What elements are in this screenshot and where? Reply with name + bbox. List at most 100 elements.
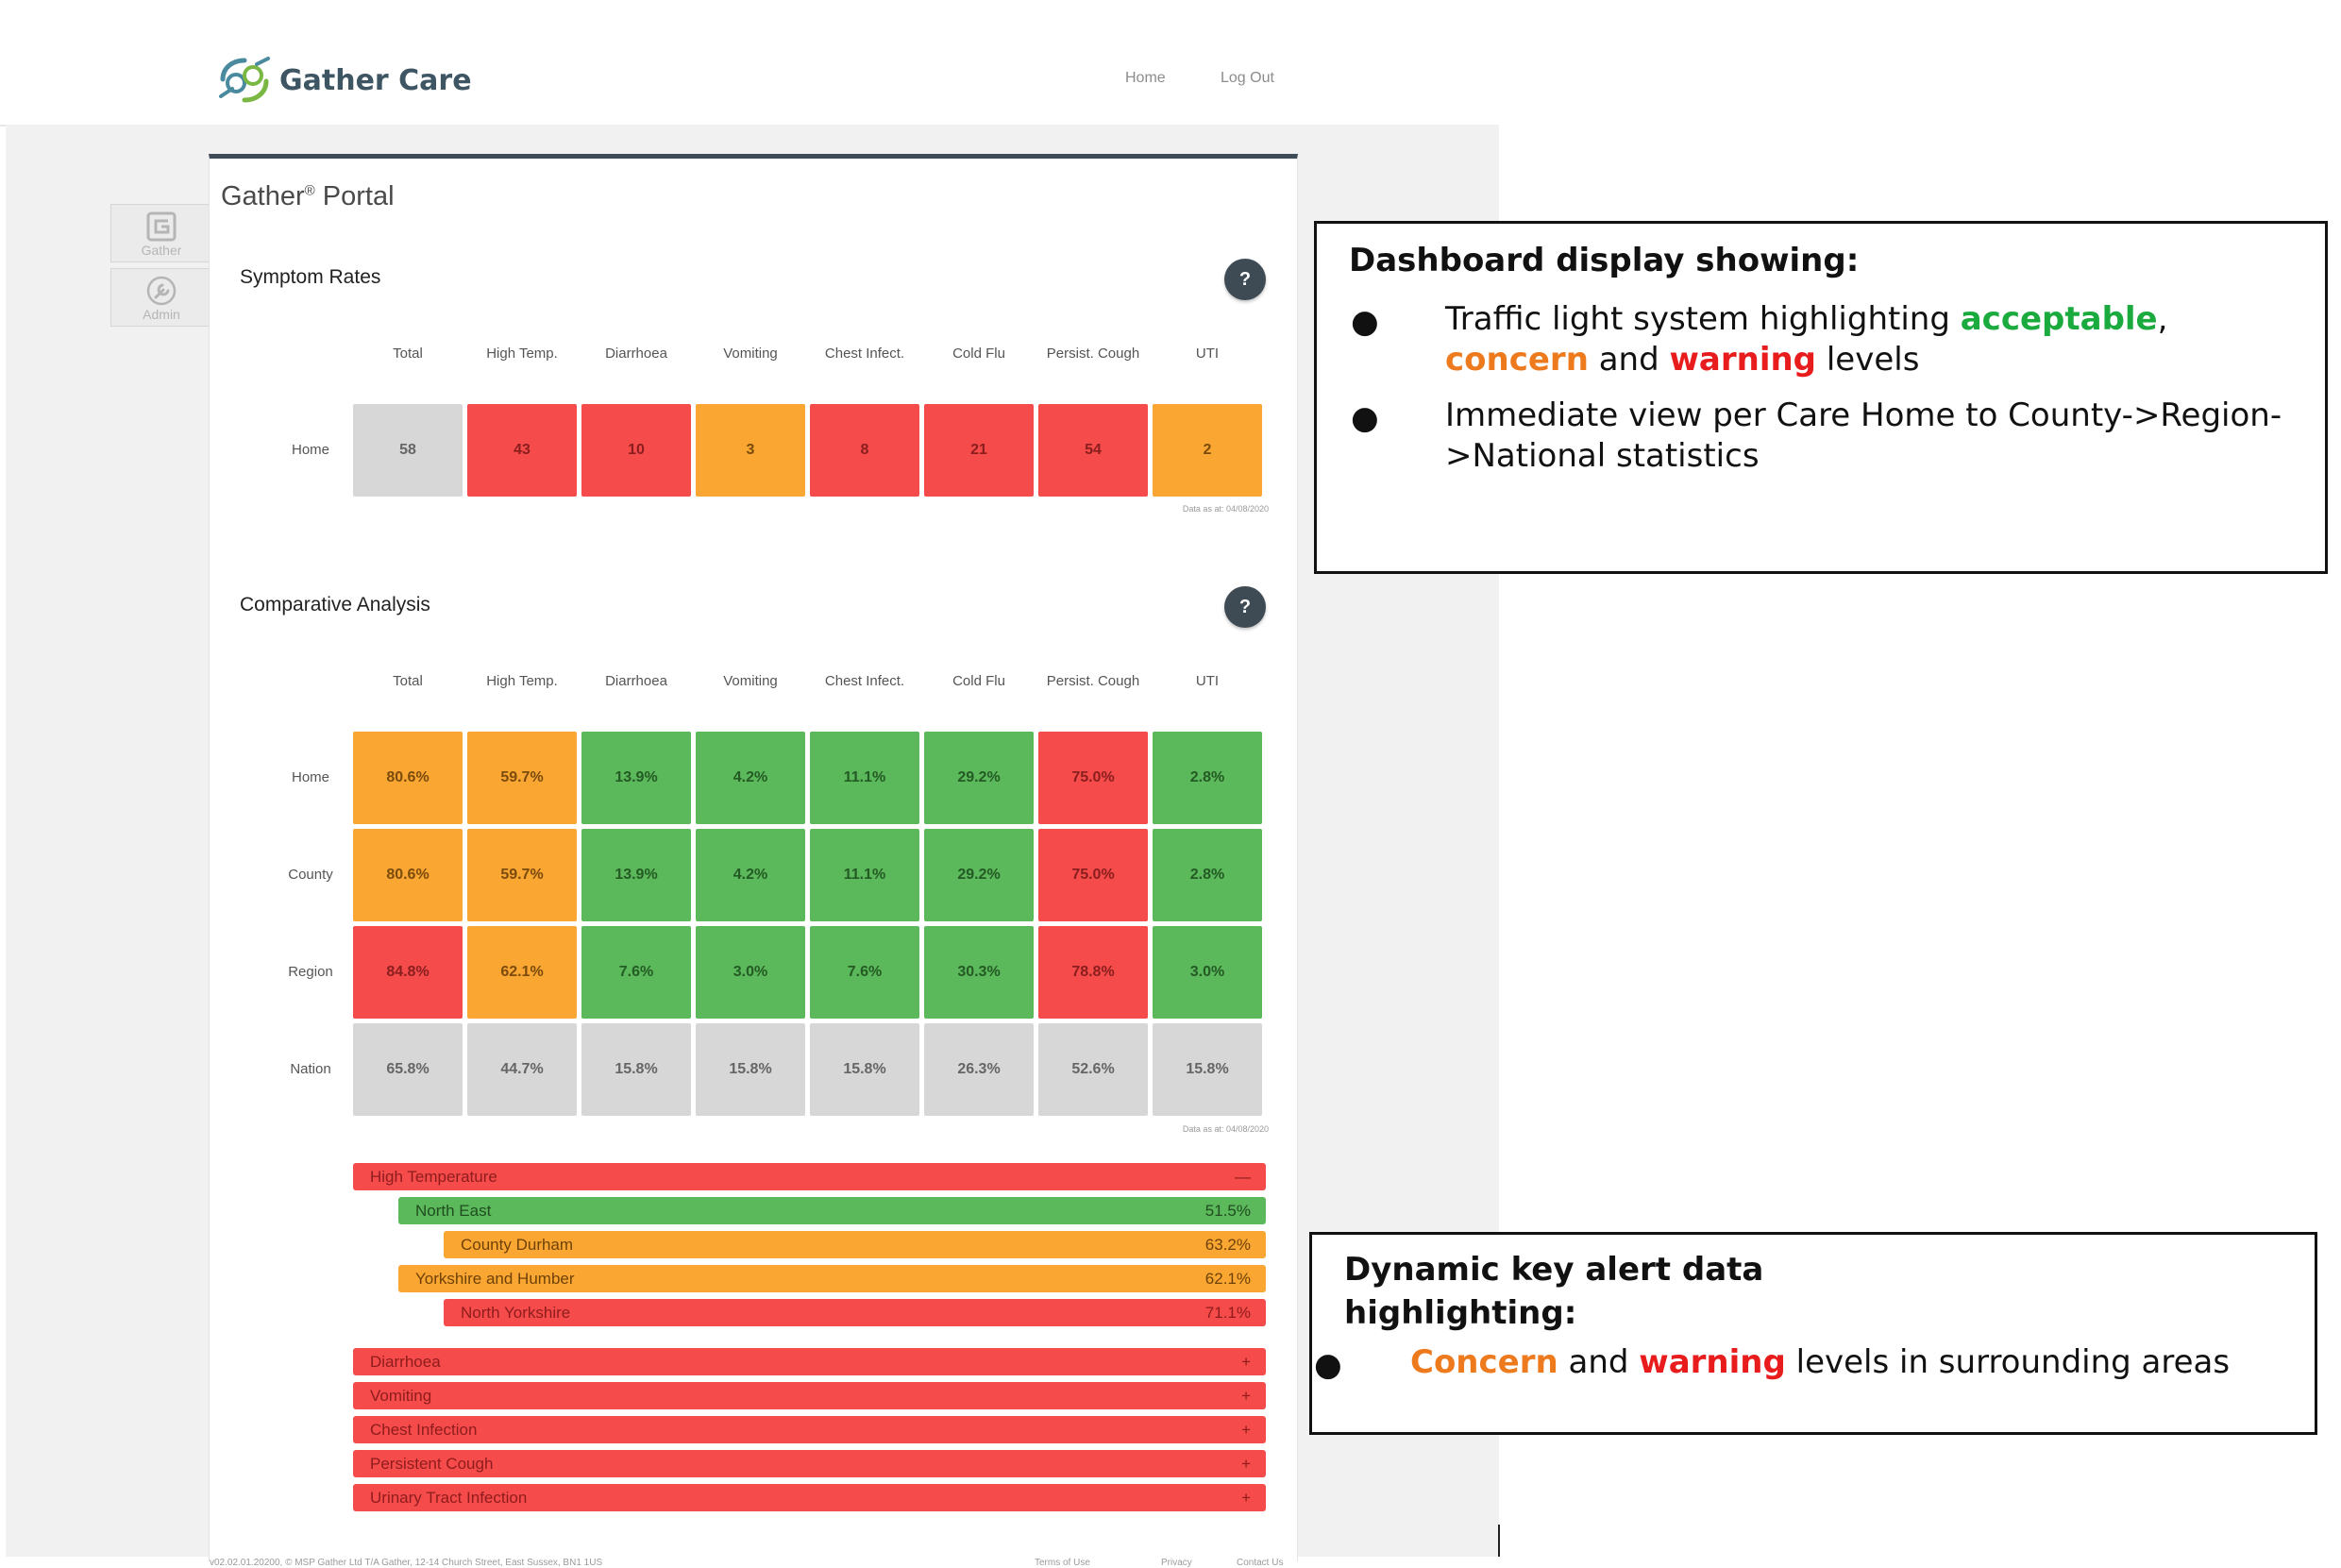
rate-cell[interactable]: 62.1%: [467, 926, 577, 1019]
sidebar-item-gather[interactable]: Gather: [110, 204, 212, 262]
rate-cell[interactable]: 4.2%: [696, 732, 805, 824]
alert-sub-bar[interactable]: Yorkshire and Humber 62.1%: [398, 1265, 1266, 1292]
rate-cell[interactable]: 2.8%: [1153, 732, 1262, 824]
symptom-rates-help-button[interactable]: ?: [1224, 259, 1266, 300]
warning-label: warning: [1669, 341, 1817, 379]
footer-contact-link[interactable]: Contact Us: [1237, 1558, 1284, 1568]
rate-cell[interactable]: 4.2%: [696, 829, 805, 921]
rate-cell[interactable]: 29.2%: [924, 829, 1034, 921]
footer-copyright: v02.02.01.20200, © MSP Gather Ltd T/A Ga…: [210, 1558, 603, 1568]
nav-logout-link[interactable]: Log Out: [1221, 70, 1274, 86]
symptom-rates-title: Symptom Rates: [240, 266, 381, 288]
comparative-analysis-title: Comparative Analysis: [240, 594, 430, 615]
alert-bar-collapsed[interactable]: Vomiting +: [353, 1382, 1266, 1409]
bullet-text: Traffic light system highlighting: [1445, 300, 1961, 338]
rate-cell[interactable]: 13.9%: [581, 732, 691, 824]
rate-cell[interactable]: 30.3%: [924, 926, 1034, 1019]
rate-cell[interactable]: 54: [1038, 404, 1148, 497]
rate-cell[interactable]: 29.2%: [924, 732, 1034, 824]
alert-label: High Temperature: [370, 1167, 497, 1186]
bullet-text: ,: [2157, 300, 2168, 338]
rate-cell[interactable]: 15.8%: [1153, 1023, 1262, 1116]
rate-cell[interactable]: 75.0%: [1038, 732, 1148, 824]
column-header: High Temp.: [486, 346, 558, 362]
column-header: Total: [393, 346, 423, 362]
rate-cell[interactable]: 80.6%: [353, 732, 463, 824]
callout-dashboard-display: Dashboard display showing: ● Traffic lig…: [1314, 221, 2328, 574]
alert-label: Chest Infection: [370, 1420, 478, 1439]
rate-cell[interactable]: 3.0%: [1153, 926, 1262, 1019]
alert-bar-collapsed[interactable]: Persistent Cough +: [353, 1450, 1266, 1477]
rate-cell[interactable]: 3: [696, 404, 805, 497]
rate-cell[interactable]: 2: [1153, 404, 1262, 497]
rate-cell[interactable]: 43: [467, 404, 577, 497]
alert-label: Persistent Cough: [370, 1454, 494, 1473]
nav-home-link[interactable]: Home: [1125, 70, 1166, 86]
rate-cell[interactable]: 65.8%: [353, 1023, 463, 1116]
concern-label: concern: [1445, 341, 1589, 379]
gather-logo-icon: [219, 57, 270, 103]
column-header: UTI: [1195, 673, 1220, 689]
rate-cell[interactable]: 8: [810, 404, 919, 497]
rate-cell[interactable]: 59.7%: [467, 732, 577, 824]
rate-cell[interactable]: 52.6%: [1038, 1023, 1148, 1116]
rate-cell[interactable]: 80.6%: [353, 829, 463, 921]
rate-cell[interactable]: 11.1%: [810, 732, 919, 824]
bullet-icon: ●: [1351, 399, 1379, 437]
column-header: High Temp.: [486, 673, 558, 689]
rate-cell[interactable]: 78.8%: [1038, 926, 1148, 1019]
rate-cell[interactable]: 2.8%: [1153, 829, 1262, 921]
rate-cell[interactable]: 13.9%: [581, 829, 691, 921]
callout-dynamic-alert: Dynamic key alert data highlighting: ● Co…: [1309, 1232, 2317, 1435]
rate-cell[interactable]: 21: [924, 404, 1034, 497]
alert-label: County Durham: [461, 1235, 574, 1254]
alert-value: 71.1%: [1204, 1303, 1251, 1322]
alert-value: 51.5%: [1204, 1201, 1251, 1220]
rate-cell[interactable]: 15.8%: [810, 1023, 919, 1116]
alert-label: Urinary Tract Infection: [370, 1488, 528, 1507]
alert-value: 62.1%: [1204, 1269, 1251, 1288]
footer-terms-link[interactable]: Terms of Use: [1035, 1558, 1090, 1568]
rate-cell[interactable]: 75.0%: [1038, 829, 1148, 921]
rate-cell[interactable]: 26.3%: [924, 1023, 1034, 1116]
rate-cell[interactable]: 7.6%: [581, 926, 691, 1019]
rate-cell[interactable]: 59.7%: [467, 829, 577, 921]
bullet-text: and: [1588, 341, 1670, 379]
rate-cell[interactable]: 15.8%: [581, 1023, 691, 1116]
column-header: Vomiting: [723, 673, 778, 689]
alert-label: Diarrhoea: [370, 1352, 441, 1371]
column-header: Chest Infect.: [824, 346, 905, 362]
rate-cell[interactable]: 15.8%: [696, 1023, 805, 1116]
symptom-rates-as-of: Data as at: 04/08/2020: [1182, 504, 1269, 514]
sidebar-item-admin[interactable]: Admin: [110, 268, 212, 327]
concern-label: Concern: [1410, 1343, 1558, 1381]
alert-value: +: [1241, 1488, 1251, 1507]
alert-bar-collapsed[interactable]: Diarrhoea +: [353, 1348, 1266, 1375]
rate-cell[interactable]: 7.6%: [810, 926, 919, 1019]
bullet-text: and: [1558, 1343, 1640, 1381]
alert-bar-collapsed[interactable]: Urinary Tract Infection +: [353, 1484, 1266, 1511]
alert-sub-bar[interactable]: North Yorkshire 71.1%: [444, 1299, 1266, 1326]
footer-privacy-link[interactable]: Privacy: [1161, 1558, 1192, 1568]
comparative-help-button[interactable]: ?: [1224, 586, 1266, 628]
rate-cell[interactable]: 44.7%: [467, 1023, 577, 1116]
rate-cell[interactable]: 3.0%: [696, 926, 805, 1019]
alert-label: Yorkshire and Humber: [415, 1269, 575, 1288]
alert-value: —: [1235, 1167, 1251, 1186]
comparative-as-of: Data as at: 04/08/2020: [1182, 1124, 1269, 1134]
rate-cell[interactable]: 10: [581, 404, 691, 497]
alert-value: 63.2%: [1204, 1235, 1251, 1254]
alert-label: Vomiting: [370, 1386, 432, 1405]
alert-bar-collapsed[interactable]: Chest Infection +: [353, 1416, 1266, 1443]
callout-title: Dashboard display showing:: [1349, 242, 1860, 279]
callout-bullet-immediate-view: Immediate view per Care Home to County->…: [1445, 396, 2314, 477]
brand-logo[interactable]: Gather Care: [215, 55, 472, 106]
alert-sub-bar[interactable]: North East 51.5%: [398, 1197, 1266, 1224]
alert-bar-expanded[interactable]: High Temperature —: [353, 1163, 1266, 1190]
row-header: Region: [288, 964, 333, 980]
column-header: Diarrhoea: [605, 673, 667, 689]
rate-cell[interactable]: 11.1%: [810, 829, 919, 921]
alert-sub-bar[interactable]: County Durham 63.2%: [444, 1231, 1266, 1258]
rate-cell[interactable]: 58: [353, 404, 463, 497]
rate-cell[interactable]: 84.8%: [353, 926, 463, 1019]
